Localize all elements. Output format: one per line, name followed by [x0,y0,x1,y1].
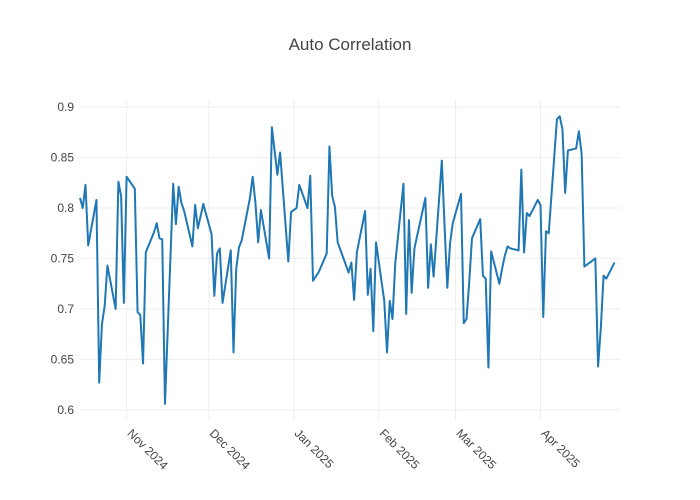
y-tick-label: 0.9 [57,100,74,114]
y-tick-label: 0.75 [51,251,75,265]
y-tick-label: 0.8 [57,201,74,215]
y-tick-label: 0.65 [51,352,75,366]
y-tick-label: 0.7 [57,302,74,316]
y-tick-label: 0.6 [57,403,74,417]
chart-title: Auto Correlation [289,35,412,54]
y-tick-label: 0.85 [51,151,75,165]
line-series [79,115,616,405]
